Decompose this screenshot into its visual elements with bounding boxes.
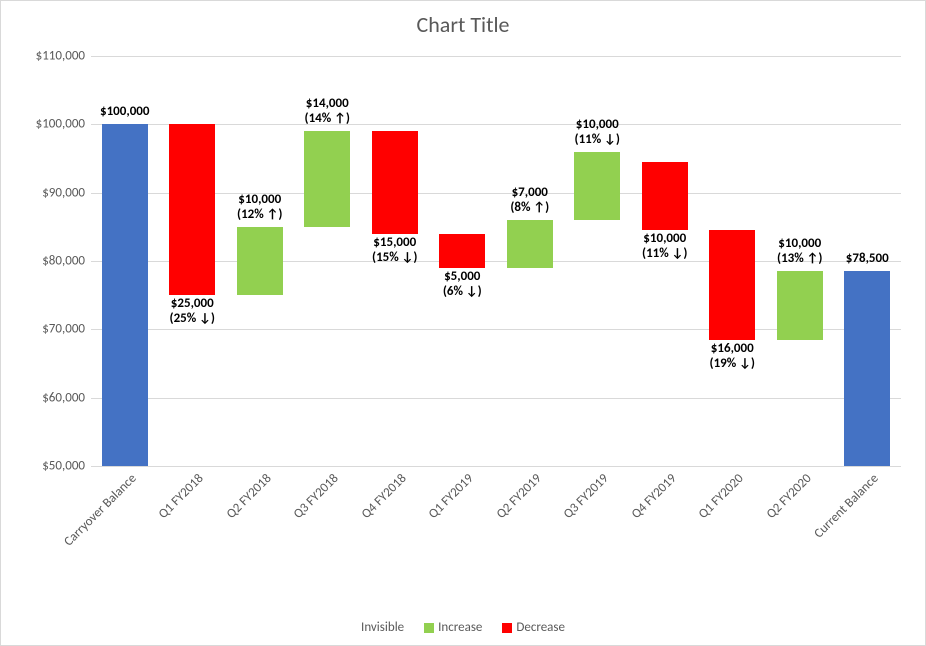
data-label: $25,000(25% ↓) xyxy=(170,297,215,327)
chart-title: Chart Title xyxy=(1,11,925,38)
legend-item: Decrease xyxy=(502,620,565,635)
data-label: $10,000(13% ↑) xyxy=(777,237,822,267)
bar-increase xyxy=(777,271,823,339)
y-tick-label: $80,000 xyxy=(15,254,85,269)
data-label: $14,000(14% ↑) xyxy=(305,97,350,127)
legend-label: Decrease xyxy=(516,620,565,635)
y-tick-label: $110,000 xyxy=(15,49,85,64)
bar-increase xyxy=(304,131,350,227)
y-tick-label: $60,000 xyxy=(15,390,85,405)
legend-swatch xyxy=(502,623,512,633)
legend-label: Increase xyxy=(438,620,482,635)
data-label: $78,500 xyxy=(846,252,889,267)
data-label: $7,000(8% ↑) xyxy=(510,186,549,216)
x-tick-label: Q2 FY2019 xyxy=(493,471,544,522)
x-tick-label: Q1 FY2019 xyxy=(426,471,477,522)
bar-decrease xyxy=(709,230,755,339)
x-tick-label: Current Balance xyxy=(812,471,882,541)
data-label: $10,000(12% ↑) xyxy=(237,193,282,223)
y-tick-label: $100,000 xyxy=(15,117,85,132)
data-label: $100,000 xyxy=(100,105,149,120)
bar-decrease xyxy=(439,234,485,268)
data-label: $10,000(11% ↓) xyxy=(642,232,687,262)
x-tick-label: Q4 FY2018 xyxy=(358,471,409,522)
gridline xyxy=(91,56,901,57)
x-tick-label: Q1 FY2018 xyxy=(156,471,207,522)
waterfall-chart: Chart Title $100,000 $25,000(25% ↓) $10,00… xyxy=(0,0,926,646)
bar-decrease xyxy=(642,162,688,230)
x-axis-labels: Carryover BalanceQ1 FY2018Q2 FY2018Q3 FY… xyxy=(91,471,901,591)
x-tick-label: Q1 FY2020 xyxy=(696,471,747,522)
bar-decrease xyxy=(372,131,418,234)
x-tick-label: Q3 FY2018 xyxy=(291,471,342,522)
data-label: $5,000(6% ↓) xyxy=(443,270,482,300)
gridline xyxy=(91,398,901,399)
y-tick-label: $50,000 xyxy=(15,459,85,474)
x-tick-label: Q2 FY2020 xyxy=(763,471,814,522)
data-label: $15,000(15% ↓) xyxy=(372,236,417,266)
legend-item: Invisible xyxy=(361,620,404,635)
x-tick-label: Q3 FY2019 xyxy=(561,471,612,522)
bar-decrease xyxy=(169,124,215,295)
legend-item: Increase xyxy=(424,620,482,635)
bar-increase xyxy=(574,152,620,220)
legend: Invisible Increase Decrease xyxy=(1,620,925,635)
x-tick-label: Q4 FY2019 xyxy=(628,471,679,522)
x-tick-label: Carryover Balance xyxy=(61,471,139,549)
bar-increase xyxy=(507,220,553,268)
plot-area: $100,000 $25,000(25% ↓) $10,000(12% ↑) $14,… xyxy=(91,56,901,466)
bar-total xyxy=(844,271,890,466)
bar-increase xyxy=(237,227,283,295)
y-tick-label: $70,000 xyxy=(15,322,85,337)
data-label: $16,000(19% ↓) xyxy=(710,342,755,372)
legend-label: Invisible xyxy=(361,620,404,635)
x-tick-label: Q2 FY2018 xyxy=(223,471,274,522)
legend-swatch xyxy=(424,623,434,633)
data-label: $10,000(11% ↓) xyxy=(575,118,620,148)
bar-total xyxy=(102,124,148,466)
y-tick-label: $90,000 xyxy=(15,185,85,200)
gridline xyxy=(91,466,901,467)
